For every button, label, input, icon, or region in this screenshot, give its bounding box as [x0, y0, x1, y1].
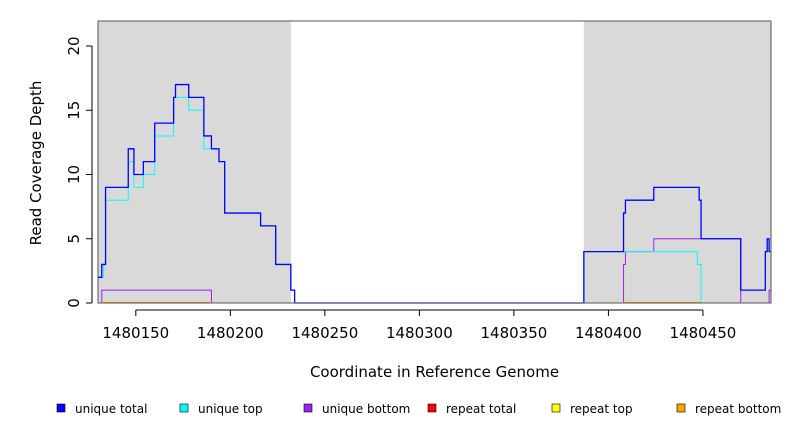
- series-line-unique-total: [98, 83, 771, 304]
- legend: unique total unique top unique bottom repea…: [56, 402, 781, 416]
- legend-swatch: [303, 403, 313, 413]
- legend-item-repeat-top: repeat top: [551, 402, 633, 416]
- shaded-region-1: [98, 21, 291, 303]
- legend-label: unique bottom: [322, 402, 410, 416]
- legend-swatch: [427, 403, 437, 413]
- legend-item-repeat-total: repeat total: [427, 402, 516, 416]
- y-tick-label: 20: [65, 36, 83, 55]
- x-axis-title: Coordinate in Reference Genome: [310, 363, 559, 381]
- x-tick-label: 1480300: [386, 324, 453, 342]
- plot-background: [98, 21, 771, 303]
- x-tick-label: 1480250: [291, 324, 358, 342]
- y-tick-label: 0: [65, 298, 83, 308]
- x-tick-label: 1480200: [197, 324, 264, 342]
- x-tick-label: 1480150: [102, 324, 169, 342]
- y-axis: 0 5 10 15 20: [65, 36, 93, 308]
- x-tick-label: 1480400: [575, 324, 642, 342]
- x-axis: 1480150 1480200 1480250 1480300 1480350 14804…: [102, 309, 737, 342]
- legend-swatch: [56, 403, 66, 413]
- legend-label: repeat top: [570, 402, 633, 416]
- legend-swatch: [551, 403, 561, 413]
- legend-item-repeat-bottom: repeat bottom: [676, 402, 781, 416]
- y-tick-label: 10: [65, 165, 83, 184]
- y-tick-label: 15: [65, 101, 83, 120]
- legend-label: unique total: [75, 402, 147, 416]
- y-axis-title: Read Coverage Depth: [27, 81, 45, 246]
- legend-label: unique top: [198, 402, 263, 416]
- legend-item-unique-total: unique total: [56, 402, 147, 416]
- x-tick-label: 1480450: [670, 324, 737, 342]
- shaded-region-2: [583, 21, 771, 303]
- plot-frame: [97, 20, 772, 304]
- legend-swatch: [179, 403, 189, 413]
- legend-label: repeat total: [446, 402, 516, 416]
- legend-swatch: [676, 403, 686, 413]
- x-tick-label: 1480350: [480, 324, 547, 342]
- legend-label: repeat bottom: [695, 402, 781, 416]
- legend-item-unique-bottom: unique bottom: [303, 402, 410, 416]
- legend-item-unique-top: unique top: [179, 402, 263, 416]
- y-tick-label: 5: [65, 234, 83, 244]
